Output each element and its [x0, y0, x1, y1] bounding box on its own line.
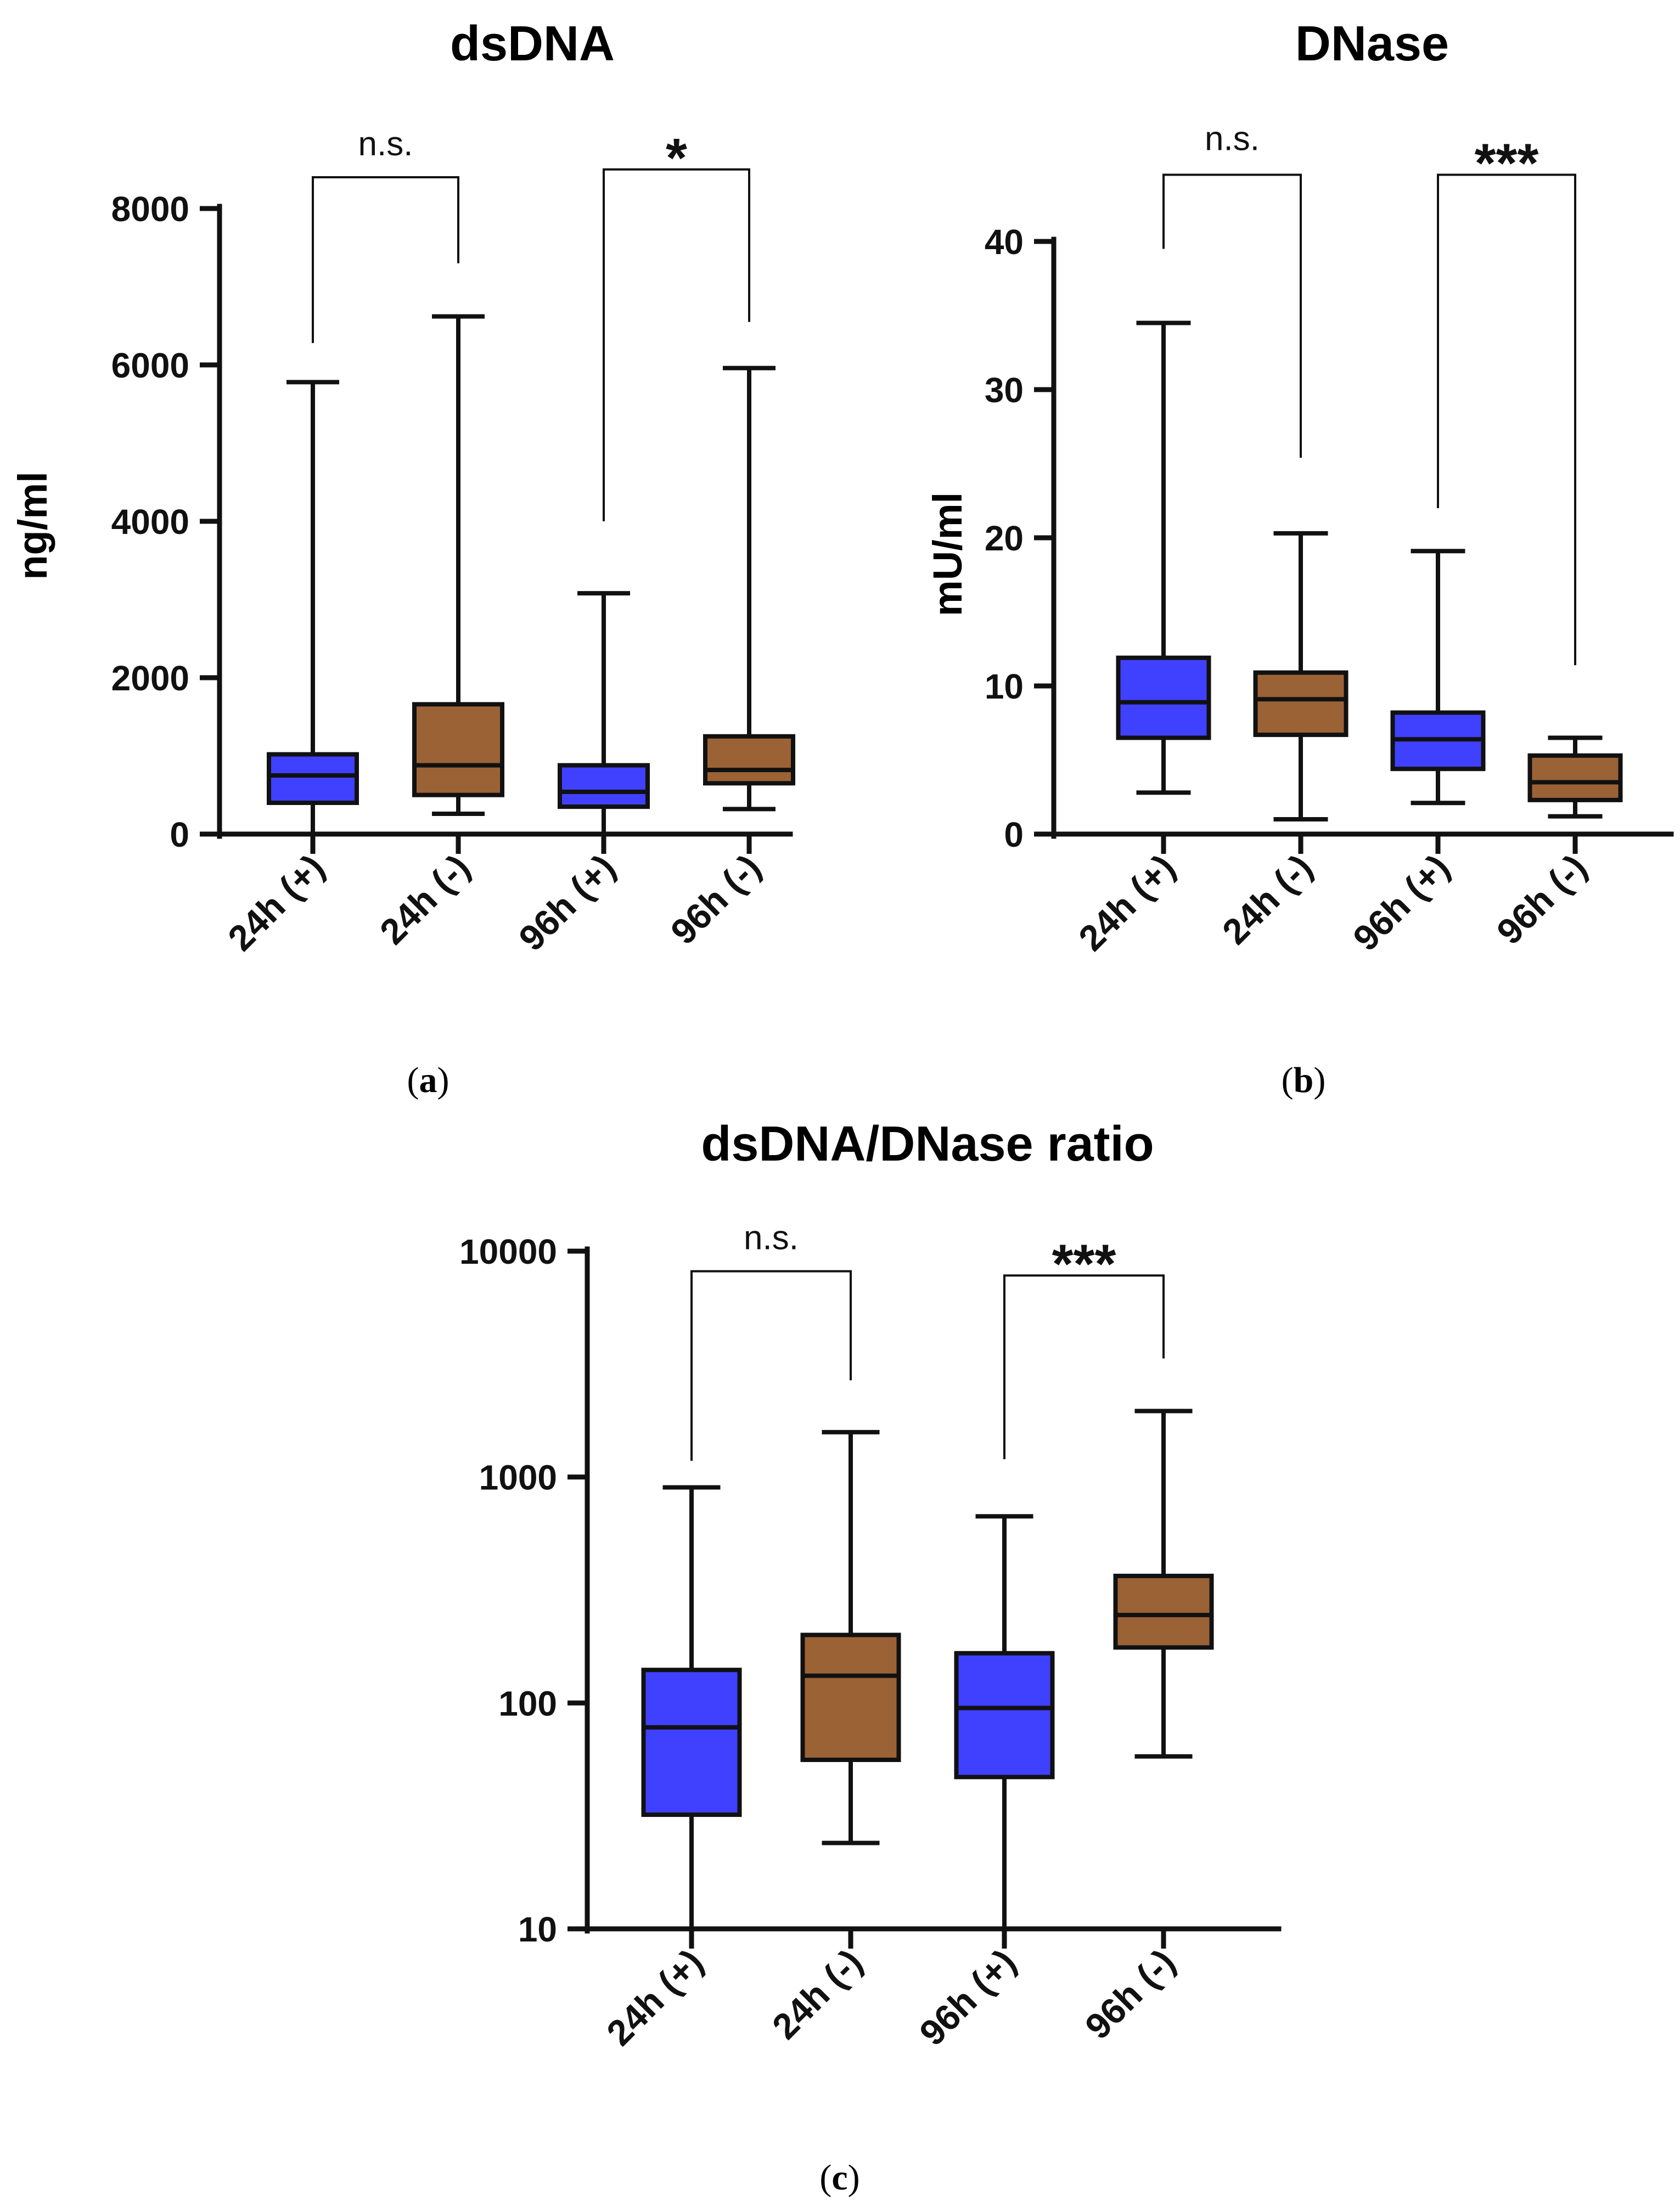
- panel-c-y-tick-label: 100: [498, 1684, 557, 1723]
- panel-a-significance-label: *: [666, 127, 687, 189]
- panel-c-caption: (c): [819, 2158, 859, 2198]
- panel-b-caption-letter: b: [1294, 1060, 1314, 1100]
- panel-a-title: dsDNA: [450, 16, 615, 71]
- panel-a-significance-bracket: [312, 176, 459, 344]
- panel-c-y-tick-label: 10000: [459, 1232, 557, 1271]
- panel-b-box: [1116, 655, 1211, 740]
- panel-c-caption-letter: c: [831, 2158, 847, 2198]
- panel-c-box: [1113, 1573, 1214, 1650]
- panel-b-y-axis-label: mU/ml: [925, 492, 970, 616]
- panel-c-box: [641, 1668, 742, 1817]
- panel-a-y-tick-label: 0: [170, 815, 189, 854]
- panel-b-y-tick-label: 10: [985, 667, 1024, 706]
- panel-a-caption-letter: a: [419, 1060, 437, 1100]
- panel-b-y-tick-label: 40: [985, 222, 1024, 262]
- panel-a-box: [558, 763, 650, 809]
- panel-b-significance-label: n.s.: [1205, 120, 1260, 158]
- panel-a-y-axis-label: ng/ml: [10, 471, 55, 579]
- panel-c-y-tick-label: 1000: [479, 1458, 557, 1498]
- panel-a-y-tick-label: 4000: [111, 502, 189, 542]
- panel-c-title: dsDNA/DNase ratio: [701, 1117, 1154, 1172]
- panel-a-significance-label: n.s.: [358, 125, 413, 163]
- panel-c-y-tick-label: 10: [518, 1910, 557, 1949]
- panel-c-box: [954, 1651, 1055, 1780]
- panel-c-box: [800, 1633, 901, 1762]
- panel-a-box: [267, 752, 359, 806]
- panel-a-y-tick-label: 8000: [111, 189, 189, 229]
- panel-c-significance-bracket: [690, 1270, 852, 1461]
- panel-b-caption: (b): [1282, 1060, 1326, 1100]
- panel-b-significance-bracket: [1437, 173, 1576, 666]
- panel-a-y-tick-label: 6000: [111, 346, 189, 385]
- panel-b-box: [1527, 753, 1623, 802]
- panel-b-significance-label: ***: [1475, 133, 1539, 194]
- panel-a-box: [412, 702, 504, 797]
- panel-b-title: DNase: [1295, 16, 1449, 71]
- panel-a-box: [703, 734, 795, 786]
- panel-a-caption: (a): [407, 1060, 450, 1100]
- panel-c-significance-label: ***: [1052, 1233, 1116, 1294]
- panel-b-y-tick-label: 20: [985, 519, 1024, 558]
- panel-a-y-tick-label: 2000: [111, 658, 189, 698]
- panel-b-box: [1253, 670, 1349, 738]
- panel-a-significance-bracket: [603, 168, 750, 521]
- panel-c-significance-bracket: [1003, 1274, 1165, 1460]
- panel-b-significance-bracket: [1162, 173, 1302, 458]
- panel-b-y-tick-label: 0: [1004, 815, 1024, 854]
- panel-c-significance-label: n.s.: [744, 1219, 799, 1257]
- panel-b-y-tick-label: 30: [985, 370, 1024, 410]
